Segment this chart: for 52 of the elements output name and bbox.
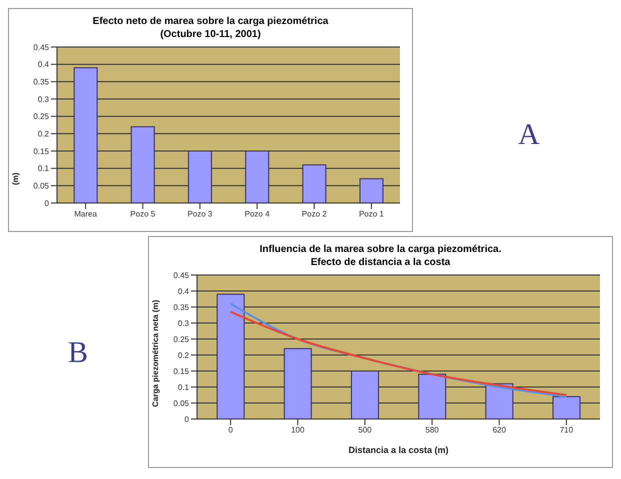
bar [245, 150, 270, 203]
x-tick-label: 0 [228, 426, 234, 435]
x-tick-label: 100 [291, 426, 305, 435]
y-tick-label: 0.15 [173, 366, 190, 376]
y-tick-label: 0.2 [38, 130, 50, 139]
x-tick-label: Pozo 3 [187, 210, 213, 219]
x-tick-label: 620 [492, 426, 506, 435]
y-tick-label: 0.35 [33, 78, 50, 87]
y-tick-label: 0.15 [33, 146, 50, 156]
x-tick-label: Pozo 4 [244, 210, 270, 219]
chart-title: Influencia de la marea sobre la carga piezométrica. [258, 243, 502, 256]
y-tick-label: 0.1 [178, 382, 190, 392]
y-tick-label: 0.2 [178, 350, 190, 360]
y-tick-label: 0.1 [38, 164, 50, 174]
bar [359, 178, 384, 203]
y-tick-label: 0.45 [173, 270, 190, 280]
text: B [68, 336, 88, 370]
y-tick-label: 0.45 [33, 42, 50, 52]
bar [302, 164, 326, 203]
y-tick-label: 0.35 [173, 302, 190, 312]
y-tick-label: 0.3 [38, 94, 50, 104]
y-tick-label: 0 [44, 198, 50, 208]
bar [74, 67, 98, 203]
bar [216, 294, 245, 419]
y-tick-label: 0.05 [33, 182, 50, 191]
x-tick-label: Pozo 5 [130, 210, 156, 219]
chart-subtitle: (Octubre 10-11, 2001) [159, 28, 262, 41]
x-tick-label: 580 [425, 426, 440, 435]
x-axis-title: Distancia a la costa (m) [348, 445, 449, 455]
bar [188, 150, 212, 203]
y-tick-label: 0.4 [38, 60, 50, 70]
x-tick-label: 500 [358, 426, 372, 435]
x-tick-label: 710 [560, 426, 574, 435]
text: A [518, 118, 540, 152]
x-tick-label: Marea [74, 210, 98, 219]
y-tick-label: 0.4 [178, 286, 190, 296]
y-tick-label: 0.25 [33, 112, 50, 122]
bar [284, 348, 312, 419]
chart-subtitle: Efecto de distancia a la costa [310, 256, 452, 269]
y-tick-label: 0.3 [178, 318, 190, 328]
y-axis-title: (m) [10, 172, 20, 185]
y-tick-label: 0 [184, 414, 190, 424]
bar [350, 370, 379, 419]
y-tick-label: 0.05 [173, 398, 190, 408]
bar [552, 396, 580, 419]
bar [418, 374, 446, 419]
x-tick-label: Pozo 2 [302, 210, 328, 219]
bar [130, 126, 155, 203]
y-tick-label: 0.25 [173, 334, 190, 344]
x-tick-label: Pozo 1 [358, 210, 384, 219]
chart-title: Efecto neto de marea sobre la carga piezométrica [92, 15, 330, 28]
y-axis-title: Carga piezométrica neta (m) [150, 300, 160, 407]
